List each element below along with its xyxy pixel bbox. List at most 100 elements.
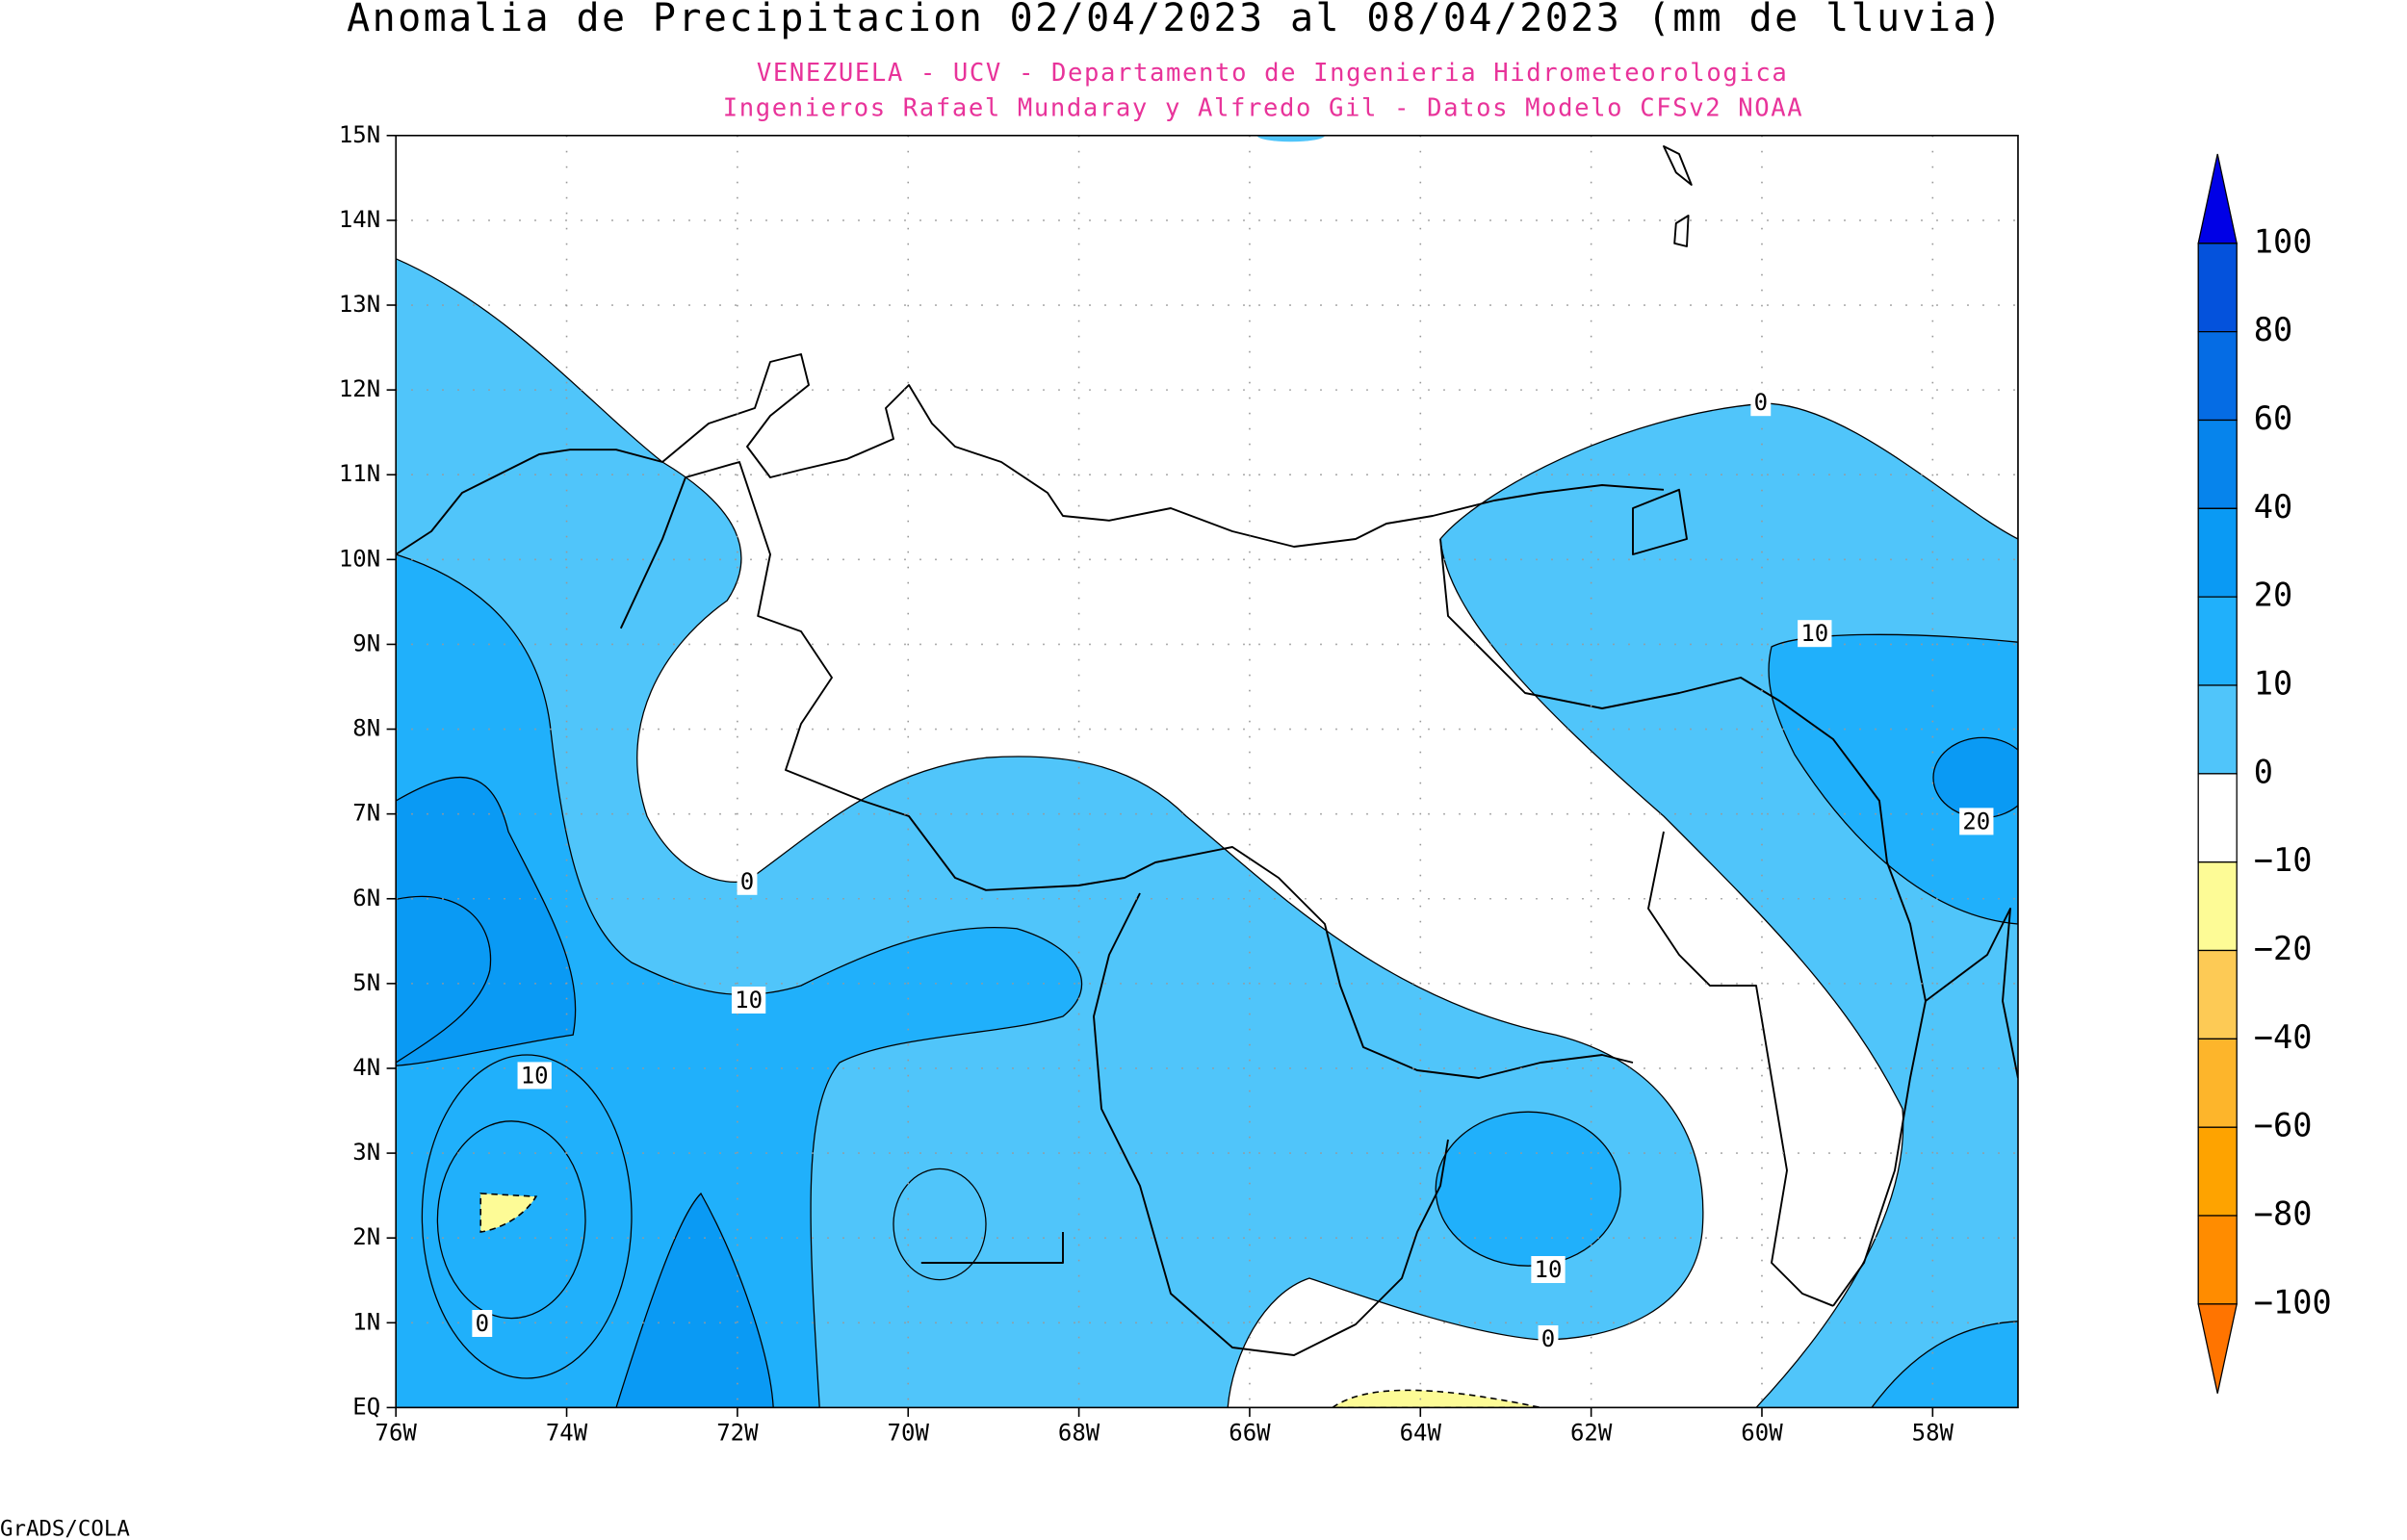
y-tick-label: 5N bbox=[352, 969, 380, 996]
colorbar-label: 80 bbox=[2254, 311, 2292, 348]
x-tick-label: 64W bbox=[1400, 1420, 1442, 1447]
map-frame bbox=[395, 135, 2019, 1409]
contour-label: 10 bbox=[1535, 1256, 1563, 1283]
contour-label: 10 bbox=[735, 987, 763, 1014]
colorbar-label: −40 bbox=[2254, 1018, 2313, 1056]
border bbox=[619, 461, 1634, 1079]
coastlines bbox=[396, 145, 2018, 1356]
colorbar-segment bbox=[2197, 596, 2238, 686]
shade-0-10 bbox=[1256, 135, 1325, 142]
y-tick-label: 10N bbox=[339, 545, 380, 572]
x-tick-label: 62W bbox=[1570, 1420, 1613, 1447]
contour-label-bg bbox=[737, 867, 758, 895]
colorbar-label: 0 bbox=[2254, 753, 2273, 790]
colorbar-segment bbox=[2197, 684, 2238, 775]
subtitle: Ingenieros Rafael Mundaray y Alfredo Gil… bbox=[723, 94, 1804, 123]
shade-below-0 bbox=[396, 135, 2018, 1408]
colorbar-label: 100 bbox=[2254, 222, 2313, 260]
island bbox=[1632, 488, 1688, 555]
x-tick-label: 66W bbox=[1229, 1420, 1271, 1447]
shade-10-20 bbox=[1435, 1111, 1621, 1267]
contour-label-bg bbox=[1538, 1325, 1559, 1352]
border bbox=[1439, 538, 1927, 1307]
contour-label: 10 bbox=[521, 1062, 549, 1089]
island bbox=[1673, 215, 1690, 247]
island bbox=[1663, 145, 1693, 186]
shade-below-0 bbox=[893, 1168, 987, 1281]
contour-label-bg bbox=[1798, 620, 1832, 648]
colorbar-segment bbox=[2197, 1215, 2238, 1305]
contour-label-bg bbox=[1959, 808, 1994, 835]
colorbar-label: −80 bbox=[2254, 1195, 2313, 1233]
contour-labels: 0 10 20 0 10 10 0 10 0 bbox=[472, 389, 1994, 1352]
colorbar-label: 20 bbox=[2254, 577, 2292, 614]
colorbar-label: −100 bbox=[2254, 1283, 2332, 1321]
colorbar-segment bbox=[2197, 861, 2238, 952]
colorbar-label: −20 bbox=[2254, 930, 2313, 967]
colorbar-segment bbox=[2197, 331, 2238, 422]
contour-label-bg bbox=[472, 1310, 493, 1337]
colorbar-label: −60 bbox=[2254, 1107, 2313, 1144]
grid: 76W 74W 72W 70W 68W 66W 64W 62W 60W 58W EQ 1N 2N 3N 4N… bbox=[339, 121, 2018, 1447]
contour-label: 0 bbox=[740, 868, 754, 895]
y-tick-label: 9N bbox=[352, 629, 380, 656]
colorbar-segment bbox=[2197, 773, 2238, 863]
y-tick-label: 8N bbox=[352, 715, 380, 742]
y-tick-label: 3N bbox=[352, 1139, 380, 1166]
shade-20-40 bbox=[396, 895, 492, 1064]
shading bbox=[396, 135, 2018, 1408]
colorbar-segment bbox=[2197, 1038, 2238, 1128]
colorbar-segment bbox=[2197, 949, 2238, 1040]
y-tick-label: 4N bbox=[352, 1054, 380, 1081]
shade-neg-10 bbox=[1331, 1389, 1541, 1408]
y-tick-label: 7N bbox=[352, 800, 380, 827]
x-tick-label: 74W bbox=[546, 1420, 588, 1447]
colorbar-label: 40 bbox=[2254, 488, 2292, 526]
contour-label-bg bbox=[731, 987, 766, 1014]
colorbar-label: −10 bbox=[2254, 841, 2313, 879]
y-tick-label: 13N bbox=[339, 291, 380, 318]
x-tick-label: 60W bbox=[1741, 1420, 1783, 1447]
shade-20-40 bbox=[1932, 736, 2018, 819]
shade-0-10 bbox=[421, 1054, 633, 1379]
border bbox=[1925, 908, 2018, 1079]
subtitle: VENEZUELA - UCV - Departamento de Ingeni… bbox=[757, 59, 1789, 88]
colorbar-label: 10 bbox=[2254, 665, 2292, 703]
y-tick-label: 2N bbox=[352, 1223, 380, 1250]
y-tick-label: 12N bbox=[339, 375, 380, 402]
island bbox=[920, 1232, 1064, 1264]
colorbar-label: 60 bbox=[2254, 399, 2292, 437]
shade-10-20 bbox=[396, 553, 1083, 1408]
shade-neg-10 bbox=[479, 1193, 538, 1233]
y-tick-label: EQ bbox=[352, 1393, 380, 1420]
border bbox=[1093, 892, 1449, 1356]
y-tick-label: 11N bbox=[339, 460, 380, 487]
y-tick-label: 1N bbox=[352, 1308, 380, 1335]
x-tick-label: 72W bbox=[716, 1420, 759, 1447]
colorbar-segment bbox=[2197, 419, 2238, 509]
x-tick-label: 76W bbox=[375, 1420, 418, 1447]
contour-label: 0 bbox=[1754, 389, 1768, 416]
x-tick-label: 68W bbox=[1058, 1420, 1100, 1447]
contour-label: 20 bbox=[1962, 808, 1990, 834]
coastline bbox=[396, 353, 1665, 555]
shade-20-40 bbox=[615, 1192, 774, 1408]
colorbar-segment bbox=[2197, 243, 2238, 333]
x-tick-label: 70W bbox=[888, 1420, 930, 1447]
credit: GrADS/COLA bbox=[0, 1516, 130, 1540]
colorbar-segment bbox=[2197, 153, 2238, 244]
contour-label: 0 bbox=[476, 1310, 489, 1337]
contour-label: 10 bbox=[1800, 620, 1828, 647]
shade-below-0 bbox=[436, 1120, 586, 1320]
title: Anomalia de Precipitacion 02/04/2023 al … bbox=[347, 0, 2004, 40]
x-tick-label: 58W bbox=[1912, 1420, 1954, 1447]
contour-label-bg bbox=[1750, 389, 1772, 417]
contour-label: 0 bbox=[1541, 1325, 1555, 1352]
y-tick-label: 15N bbox=[339, 121, 380, 148]
border bbox=[1647, 831, 1834, 1307]
colorbar-segment bbox=[2197, 507, 2238, 598]
